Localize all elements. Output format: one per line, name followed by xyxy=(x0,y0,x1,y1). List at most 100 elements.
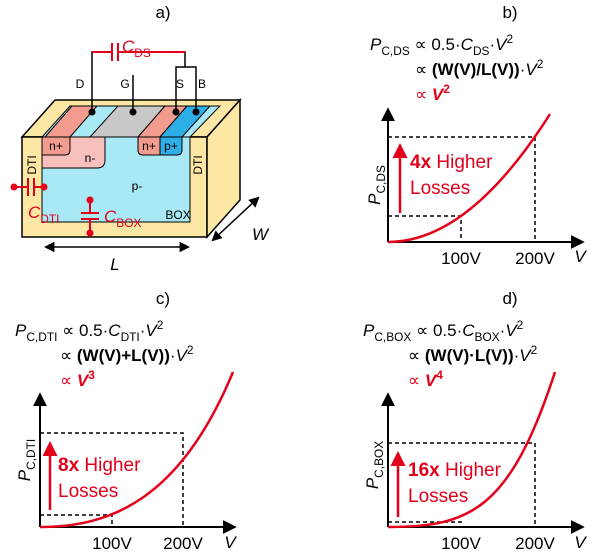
text-segment: C,DS xyxy=(381,44,409,58)
panel-label: b) xyxy=(502,3,517,22)
figure: a) n+ n- n+ p+ p- DTI DTI BOX D G S B CD… xyxy=(0,0,602,559)
region-label: n+ xyxy=(142,139,156,153)
text-segment: ∝ 0.5· xyxy=(410,35,461,54)
text-segment: (W(V)+L(V)) xyxy=(77,346,170,365)
device-diagram: a) n+ n- n+ p+ p- DTI DTI BOX D G S B CD… xyxy=(11,3,271,274)
region-label: DTI xyxy=(25,155,39,174)
text-segment: Higher xyxy=(440,460,502,481)
text-segment: 16x xyxy=(408,460,440,481)
text-segment: C xyxy=(461,35,474,54)
annotation: 4x Higher xyxy=(410,152,493,173)
formula: PC,DS ∝ 0.5·CDS·V2 xyxy=(370,32,513,58)
formula: ∝ (W(V)·L(V))·V2 xyxy=(408,343,538,365)
text-segment: 2 xyxy=(187,343,194,357)
formula: ∝ V3 xyxy=(60,368,95,390)
x-tick-label: 200V xyxy=(515,249,555,268)
text-segment: P xyxy=(363,477,382,489)
text-segment: P xyxy=(363,321,375,340)
plot-d: d) PC,BOX ∝ 0.5·CBOX·V2 ∝ (W(V)·L(V))·V2… xyxy=(363,289,587,553)
text-segment: C,DTI xyxy=(26,330,57,344)
formula: PC,BOX ∝ 0.5·CBOX·V2 xyxy=(363,318,524,344)
y-axis-label: PC,DTI xyxy=(15,439,38,481)
text-segment: P xyxy=(15,321,27,340)
terminal-label: G xyxy=(120,77,129,91)
region-label: p+ xyxy=(164,139,178,153)
text-segment: C xyxy=(122,37,135,56)
panel-label: d) xyxy=(502,289,517,308)
text-segment: 4x xyxy=(410,152,432,173)
terminal-label: B xyxy=(198,77,206,91)
text-segment: DTI xyxy=(40,212,59,226)
text-segment: Losses xyxy=(410,178,470,199)
x-axis-label: V xyxy=(574,533,587,552)
text-segment: C,DTI xyxy=(24,439,38,470)
panel-label: c) xyxy=(156,289,170,308)
plot-b: b) PC,DS ∝ 0.5·CDS·V2 ∝ (W(V)/L(V))·V2 ∝… xyxy=(365,3,587,268)
region-label: DTI xyxy=(191,155,205,174)
terminal-label: S xyxy=(176,77,184,91)
text-segment: ∝ xyxy=(408,371,425,390)
text-segment: 2 xyxy=(537,57,544,71)
text-segment: ∝ 0.5· xyxy=(411,321,462,340)
x-axis-label: V xyxy=(224,533,237,552)
text-segment: Higher xyxy=(79,455,141,476)
formula: ∝ (W(V)+L(V))·V2 xyxy=(60,343,194,365)
text-segment: ∝ xyxy=(60,346,77,365)
formula: ∝ (W(V)/L(V))·V2 xyxy=(415,57,544,79)
text-segment: ∝ xyxy=(415,85,432,104)
annotation: Losses xyxy=(408,486,468,507)
text-segment: P xyxy=(365,193,384,205)
formula: PC,DTI ∝ 0.5·CDTI·V2 xyxy=(15,318,164,344)
dimension-label: W xyxy=(252,225,270,244)
panel-label: a) xyxy=(155,3,170,22)
text-segment: 8x xyxy=(58,455,80,476)
text-segment: 2 xyxy=(443,82,450,96)
region-label: n- xyxy=(85,151,96,165)
text-segment: C xyxy=(104,207,117,226)
text-segment: ∝ 0.5· xyxy=(57,321,108,340)
text-segment: ∝ xyxy=(408,346,425,365)
text-segment: 2 xyxy=(531,343,538,357)
x-tick-label: 100V xyxy=(441,249,481,268)
text-segment: Losses xyxy=(408,486,468,507)
text-segment: BOX xyxy=(475,330,500,344)
terminal-label: D xyxy=(76,77,85,91)
region-label: n+ xyxy=(49,139,63,153)
formula: ∝ V4 xyxy=(408,368,443,390)
dimension-label: L xyxy=(110,255,119,274)
region-label: BOX xyxy=(165,208,190,222)
annotation: 8x Higher xyxy=(58,455,141,476)
text-segment: ∝ xyxy=(415,60,432,79)
y-axis-label: PC,BOX xyxy=(363,441,386,489)
formula: ∝ V2 xyxy=(415,82,450,104)
text-segment: 2 xyxy=(517,318,524,332)
y-axis-label: PC,DS xyxy=(365,165,388,205)
text-segment: C xyxy=(108,321,121,340)
text-segment: DS xyxy=(134,46,151,60)
text-segment: BOX xyxy=(116,216,141,230)
text-segment: DTI xyxy=(121,330,140,344)
x-axis-label: V xyxy=(574,247,587,266)
text-segment: C xyxy=(28,203,41,222)
annotation: 16x Higher xyxy=(408,460,502,481)
text-segment: (W(V)/L(V)) xyxy=(432,60,520,79)
plot-c: c) PC,DTI ∝ 0.5·CDTI·V2 ∝ (W(V)+L(V))·V2… xyxy=(15,289,237,553)
text-segment: P xyxy=(15,469,34,481)
text-segment: P xyxy=(370,35,382,54)
text-segment: 2 xyxy=(506,32,513,46)
text-segment: (W(V)·L(V)) xyxy=(425,346,514,365)
capacitor-label: CDS xyxy=(122,37,151,60)
text-segment: C xyxy=(462,321,475,340)
x-tick-label: 100V xyxy=(92,534,132,553)
annotation: Losses xyxy=(410,178,470,199)
annotation: Losses xyxy=(58,481,118,502)
text-segment: Higher xyxy=(431,152,493,173)
text-segment: C,DS xyxy=(374,165,388,193)
x-tick-label: 200V xyxy=(163,534,203,553)
region-label: p- xyxy=(132,179,143,193)
x-tick-label: 100V xyxy=(441,534,481,553)
text-segment: Losses xyxy=(58,481,118,502)
text-segment: DS xyxy=(473,44,490,58)
text-segment: 2 xyxy=(157,318,164,332)
text-segment: C,BOX xyxy=(372,441,386,478)
